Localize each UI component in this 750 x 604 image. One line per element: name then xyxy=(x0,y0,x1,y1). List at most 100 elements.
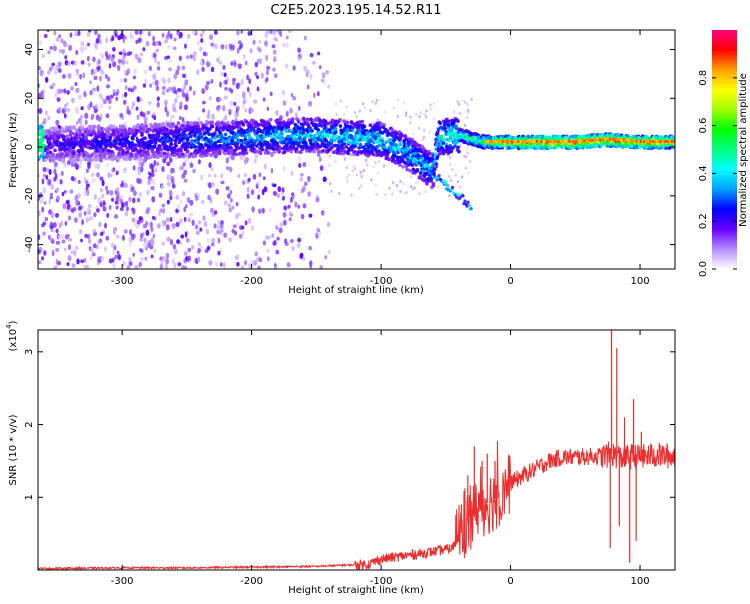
heatmap-cell xyxy=(285,42,289,48)
heatmap-cell xyxy=(81,106,84,110)
heatmap-cell xyxy=(225,44,228,50)
heatmap-cell xyxy=(241,226,244,230)
heatmap-cell xyxy=(228,237,232,242)
heatmap-cell xyxy=(151,169,154,173)
heatmap-cell xyxy=(215,262,218,267)
heatmap-cell xyxy=(214,223,217,229)
heatmap-cell xyxy=(137,178,141,184)
heatmap-cell xyxy=(112,249,115,254)
heatmap-cell xyxy=(44,201,47,205)
heatmap-cell xyxy=(363,125,367,129)
heatmap-cell xyxy=(116,206,119,210)
heatmap-cell xyxy=(273,150,277,154)
heatmap-cell xyxy=(162,256,165,262)
heatmap-cell xyxy=(425,109,427,112)
heatmap-cell xyxy=(74,31,77,37)
heatmap-cell xyxy=(291,117,295,121)
heatmap-cell xyxy=(140,52,143,56)
heatmap-cell xyxy=(236,254,239,259)
heatmap-cell xyxy=(129,229,132,235)
heatmap-cell xyxy=(67,108,71,113)
heatmap-cell xyxy=(201,200,205,205)
heatmap-cell xyxy=(179,56,182,61)
heatmap-cell xyxy=(78,212,82,218)
heatmap-cell xyxy=(122,261,125,267)
heatmap-cell xyxy=(51,212,54,218)
heatmap-cell xyxy=(214,30,218,35)
heatmap-cell xyxy=(310,53,314,58)
heatmap-cell xyxy=(273,240,276,246)
heatmap-cell xyxy=(266,70,269,76)
heatmap-cell xyxy=(193,90,196,95)
heatmap-cell xyxy=(64,130,68,134)
heatmap-cell xyxy=(318,120,322,124)
heatmap-cell xyxy=(50,145,54,149)
heatmap-cell xyxy=(253,40,256,45)
heatmap-cell xyxy=(53,266,56,270)
heatmap-cell xyxy=(135,54,139,60)
heatmap-cell xyxy=(409,121,411,124)
heatmap-cell xyxy=(143,136,147,140)
heatmap-cell xyxy=(91,152,95,156)
heatmap-cell xyxy=(151,150,155,154)
heatmap-cell xyxy=(117,194,120,199)
heatmap-cell xyxy=(81,60,85,65)
heatmap-cell xyxy=(96,158,100,162)
heatmap-cell xyxy=(450,150,454,154)
heatmap-cell xyxy=(63,88,66,93)
heatmap-cell xyxy=(82,72,85,78)
heatmap-cell xyxy=(96,163,100,169)
heatmap-cell xyxy=(42,54,45,58)
heatmap-cell xyxy=(289,217,292,221)
heatmap-cell xyxy=(155,49,159,53)
heatmap-cell xyxy=(457,150,461,154)
heatmap-cell xyxy=(250,108,254,113)
heatmap-cell xyxy=(405,111,407,114)
heatmap-cell xyxy=(55,139,59,143)
heatmap-cell xyxy=(359,171,361,174)
heatmap-cell xyxy=(52,250,55,256)
heatmap-cell xyxy=(167,200,170,205)
heatmap-cell xyxy=(219,81,222,87)
heatmap-cell xyxy=(375,102,377,105)
heatmap-cell xyxy=(210,79,213,84)
heatmap-cell xyxy=(51,63,55,67)
heatmap-cell xyxy=(429,103,431,106)
heatmap-cell xyxy=(290,239,294,243)
heatmap-cell xyxy=(57,97,61,102)
heatmap-cell xyxy=(55,127,59,131)
heatmap-cell xyxy=(275,110,278,116)
heatmap-cell xyxy=(83,264,86,268)
heatmap-cell xyxy=(258,172,261,177)
heatmap-cell xyxy=(83,92,87,97)
heatmap-cell xyxy=(131,105,134,110)
heatmap-cell xyxy=(182,66,186,71)
heatmap-cell xyxy=(90,101,93,107)
heatmap-cell xyxy=(99,75,102,81)
heatmap-cell xyxy=(42,178,45,184)
heatmap-cell xyxy=(401,157,405,161)
heatmap-cell xyxy=(245,220,248,225)
heatmap-cell xyxy=(255,150,259,154)
heatmap-cell xyxy=(157,223,161,228)
heatmap-cell xyxy=(179,101,182,106)
heatmap-cell xyxy=(248,264,251,269)
heatmap-cell xyxy=(98,222,101,227)
heatmap-cell xyxy=(276,193,280,198)
heatmap-cell xyxy=(258,40,262,44)
heatmap-cell xyxy=(184,179,188,183)
heatmap-cell xyxy=(58,68,62,73)
heatmap-cell xyxy=(256,257,259,262)
heatmap-cell xyxy=(210,140,214,144)
heatmap-cell xyxy=(76,258,79,264)
heatmap-cell xyxy=(360,184,362,187)
heatmap-cell xyxy=(73,60,77,66)
heatmap-cell xyxy=(85,120,88,126)
heatmap-cell xyxy=(53,168,56,174)
heatmap-cell xyxy=(297,156,301,162)
heatmap-cell xyxy=(236,262,240,267)
heatmap-cell xyxy=(410,185,412,188)
heatmap-cell xyxy=(157,162,160,166)
heatmap-cell xyxy=(461,175,463,178)
heatmap-cell xyxy=(364,106,366,109)
